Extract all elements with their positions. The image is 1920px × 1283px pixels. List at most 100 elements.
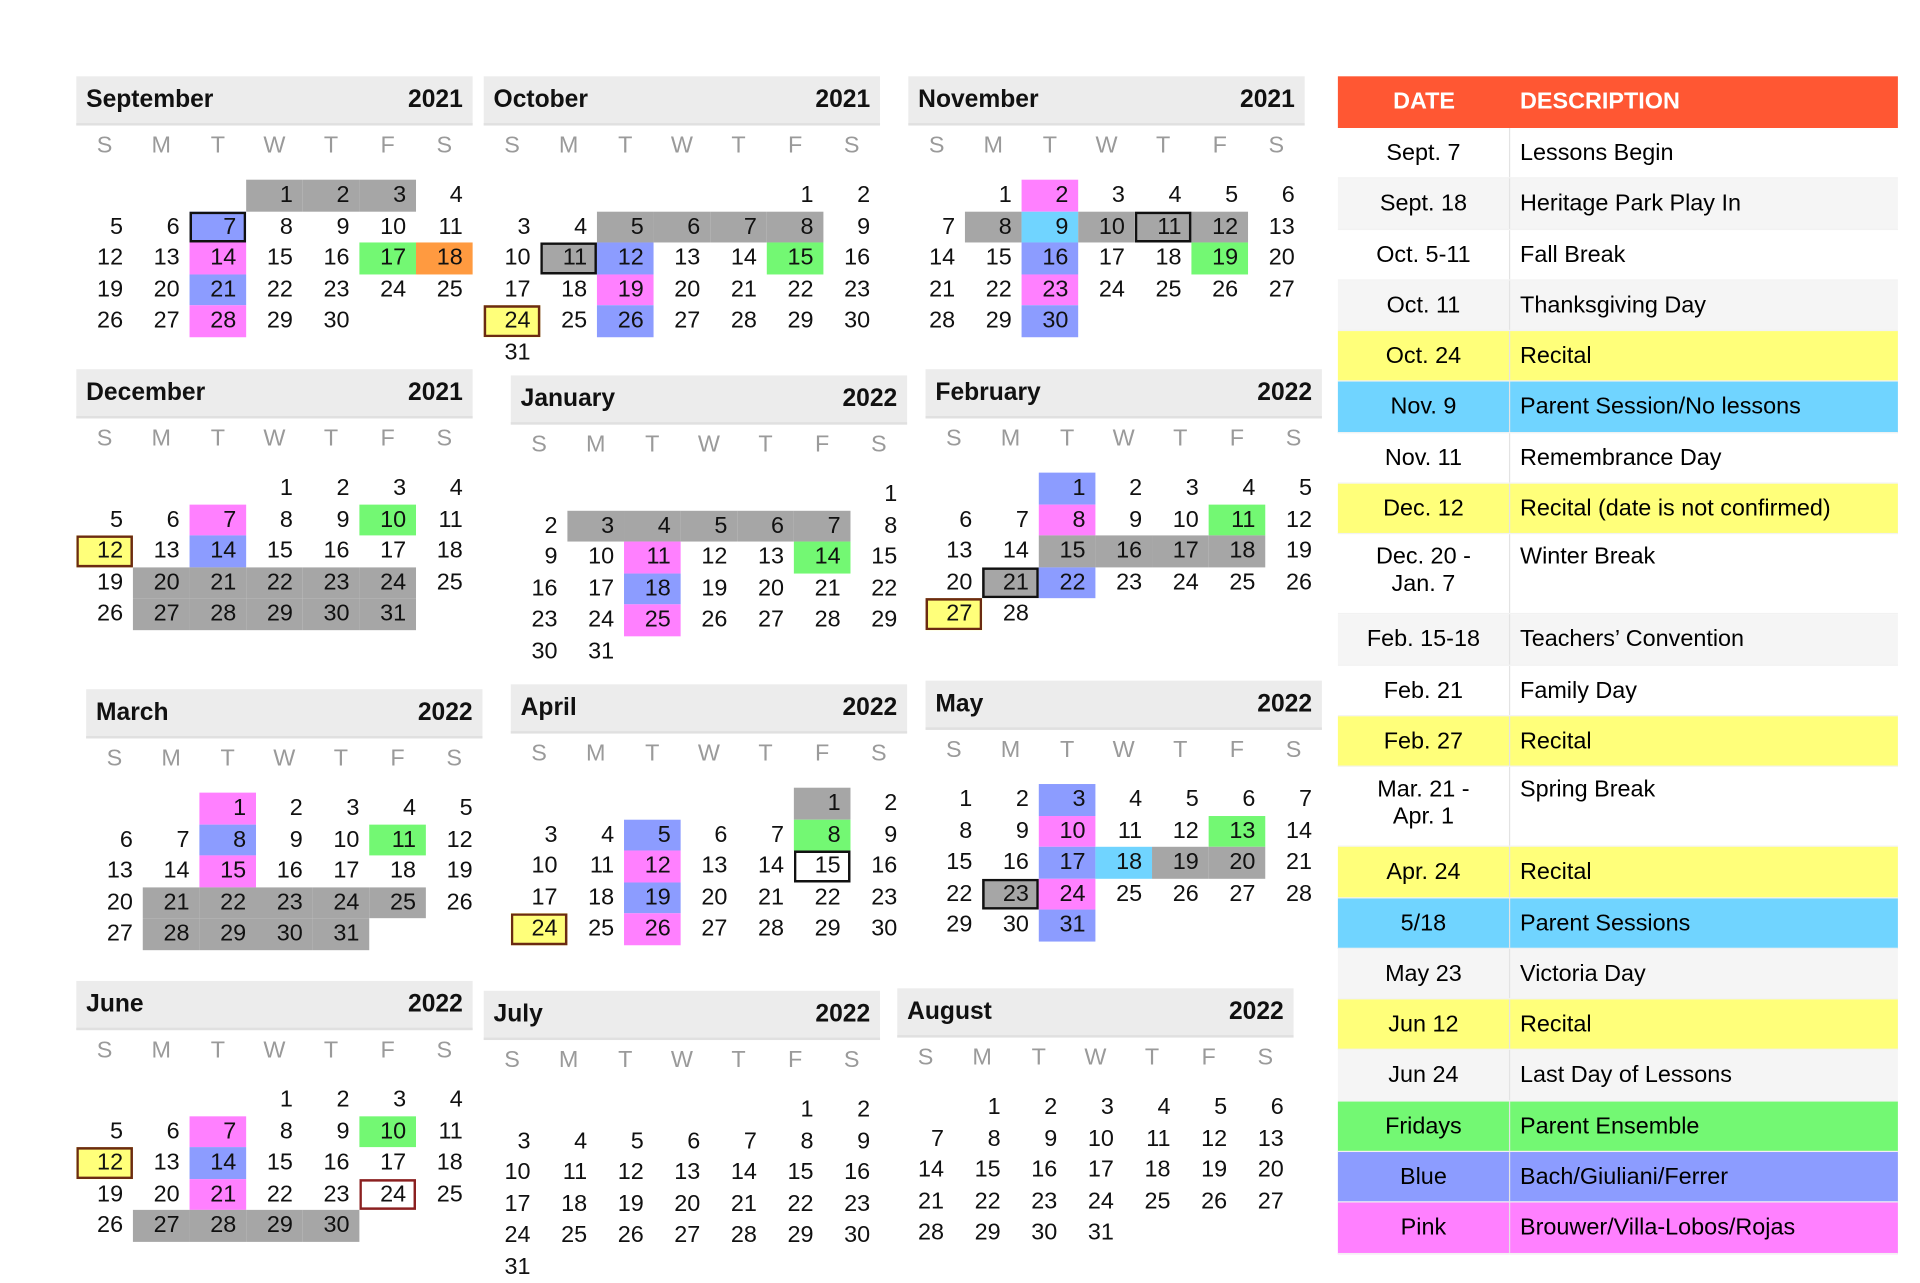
day-cell: 11 xyxy=(438,506,463,533)
day-cell: 5 xyxy=(596,211,654,243)
day-cell: 4 xyxy=(1168,182,1182,209)
day-cell: 29 xyxy=(814,915,841,942)
weekday-label: M xyxy=(585,432,606,458)
day-cell: 22 xyxy=(246,566,303,599)
weekday-label: T xyxy=(645,740,660,767)
weekday-label: T xyxy=(323,132,339,159)
day-cell: 24 xyxy=(588,606,615,633)
empty-cell xyxy=(484,1094,541,1125)
weekday-label: F xyxy=(1229,425,1245,452)
day-cell: 29 xyxy=(246,598,303,630)
day-cell: 21 xyxy=(189,1178,247,1210)
day-cell: 28 xyxy=(189,305,247,337)
weekday-label: T xyxy=(210,425,225,452)
event-description: Victoria Day xyxy=(1520,961,1646,987)
day-cell: 21 xyxy=(929,276,956,303)
day-cell: 21 xyxy=(730,1190,757,1217)
empty-cell xyxy=(540,180,597,211)
day-cell: 9 xyxy=(1044,1125,1058,1152)
day-cell: 28 xyxy=(142,918,200,950)
empty-cell xyxy=(133,180,190,211)
empty-cell xyxy=(190,473,247,504)
weekday-label: S xyxy=(436,132,453,159)
month-year: 2022 xyxy=(842,384,898,412)
day-cell: 9 xyxy=(1015,817,1029,844)
day-cell: 3 xyxy=(517,1128,531,1154)
day-cell: 26 xyxy=(446,889,473,916)
weekday-label: S xyxy=(504,132,520,159)
day-cell: 22 xyxy=(199,886,257,919)
legend-row: Fridays Parent Ensemble xyxy=(1337,1101,1898,1153)
event-date: Dec. 12 xyxy=(1338,483,1511,534)
day-cell: 21 xyxy=(918,1188,945,1215)
day-cell: 4 xyxy=(601,821,615,848)
event-date: 5/18 xyxy=(1338,897,1511,948)
day-cell: 30 xyxy=(871,915,898,942)
day-cell: 7 xyxy=(942,213,956,240)
day-cell: 3 xyxy=(393,475,407,501)
day-cell: 2 xyxy=(857,1096,871,1123)
day-cell: 21 xyxy=(1286,849,1313,876)
day-cell: 18 xyxy=(389,857,417,884)
weekday-label: M xyxy=(972,1044,992,1071)
day-cell: 23 xyxy=(531,606,558,633)
day-cell: 17 xyxy=(359,242,417,274)
day-cell: 25 xyxy=(436,276,463,303)
day-cell: 20 xyxy=(674,1190,701,1217)
day-cell: 12 xyxy=(1172,817,1199,844)
day-cell: 1 xyxy=(1038,472,1096,505)
day-cell: 6 xyxy=(166,213,180,240)
day-cell: 30 xyxy=(1031,1219,1058,1246)
day-cell: 3 xyxy=(1038,784,1096,816)
weekday-label: F xyxy=(380,425,395,452)
day-cell: 5 xyxy=(1214,1094,1228,1121)
empty-cell xyxy=(794,479,851,510)
day-cell: 21 xyxy=(142,886,200,919)
legend-row: Dec. 20 - Jan. 7 Winter Break xyxy=(1337,534,1898,615)
event-date: Jun 12 xyxy=(1338,999,1511,1050)
day-cell: 26 xyxy=(97,307,124,334)
day-cell: 9 xyxy=(857,1128,871,1154)
day-cell: 2 xyxy=(884,790,898,817)
legend-row: 5/18 Parent Sessions xyxy=(1337,897,1898,949)
day-cell: 10 xyxy=(380,213,407,240)
weekday-label: F xyxy=(787,132,803,159)
day-cell: 6 xyxy=(1242,786,1256,813)
day-cell: 26 xyxy=(97,1212,124,1239)
month-july: July 2022 S M T W T F S 1 2 3 4 5 6 7 8 9 10 11 12 13 14 15 16 17… xyxy=(483,990,881,1283)
day-cell: 18 xyxy=(1095,846,1153,879)
day-cell: 27 xyxy=(132,1209,190,1242)
event-description: Recital xyxy=(1520,343,1592,370)
weekday-label: F xyxy=(815,740,830,767)
weekday-label: M xyxy=(151,1037,171,1064)
weekday-label: W xyxy=(1112,425,1135,452)
weekday-label: S xyxy=(1285,425,1302,452)
day-cell: 11 xyxy=(1134,211,1192,243)
day-cell: 21 xyxy=(757,884,785,911)
legend-row: Sept. 7 Lessons Begin xyxy=(1337,128,1898,179)
event-description: Recital xyxy=(1520,728,1592,755)
month-name: June xyxy=(86,990,144,1018)
month-header: January 2022 xyxy=(510,375,908,425)
event-description: Heritage Park Play In xyxy=(1520,191,1742,217)
day-cell: 10 xyxy=(1087,1125,1114,1152)
day-cell: 9 xyxy=(1129,506,1143,533)
day-cell: 18 xyxy=(588,884,615,911)
day-cell: 31 xyxy=(1087,1219,1114,1246)
day-cell: 13 xyxy=(1257,1125,1284,1152)
day-cell: 23 xyxy=(302,566,360,599)
legend-row: Feb. 27 Recital xyxy=(1337,716,1898,768)
day-cell: 14 xyxy=(1286,817,1313,844)
month-year: 2022 xyxy=(1257,378,1313,406)
day-cell: 11 xyxy=(438,1118,463,1145)
day-cell: 18 xyxy=(561,1190,588,1217)
month-year: 2022 xyxy=(408,990,463,1018)
weekday-label: S xyxy=(946,425,962,452)
day-cell: 8 xyxy=(884,512,898,539)
day-cell: 10 xyxy=(333,826,360,853)
day-cell: 31 xyxy=(504,1253,531,1280)
month-header: August 2022 xyxy=(897,988,1294,1038)
